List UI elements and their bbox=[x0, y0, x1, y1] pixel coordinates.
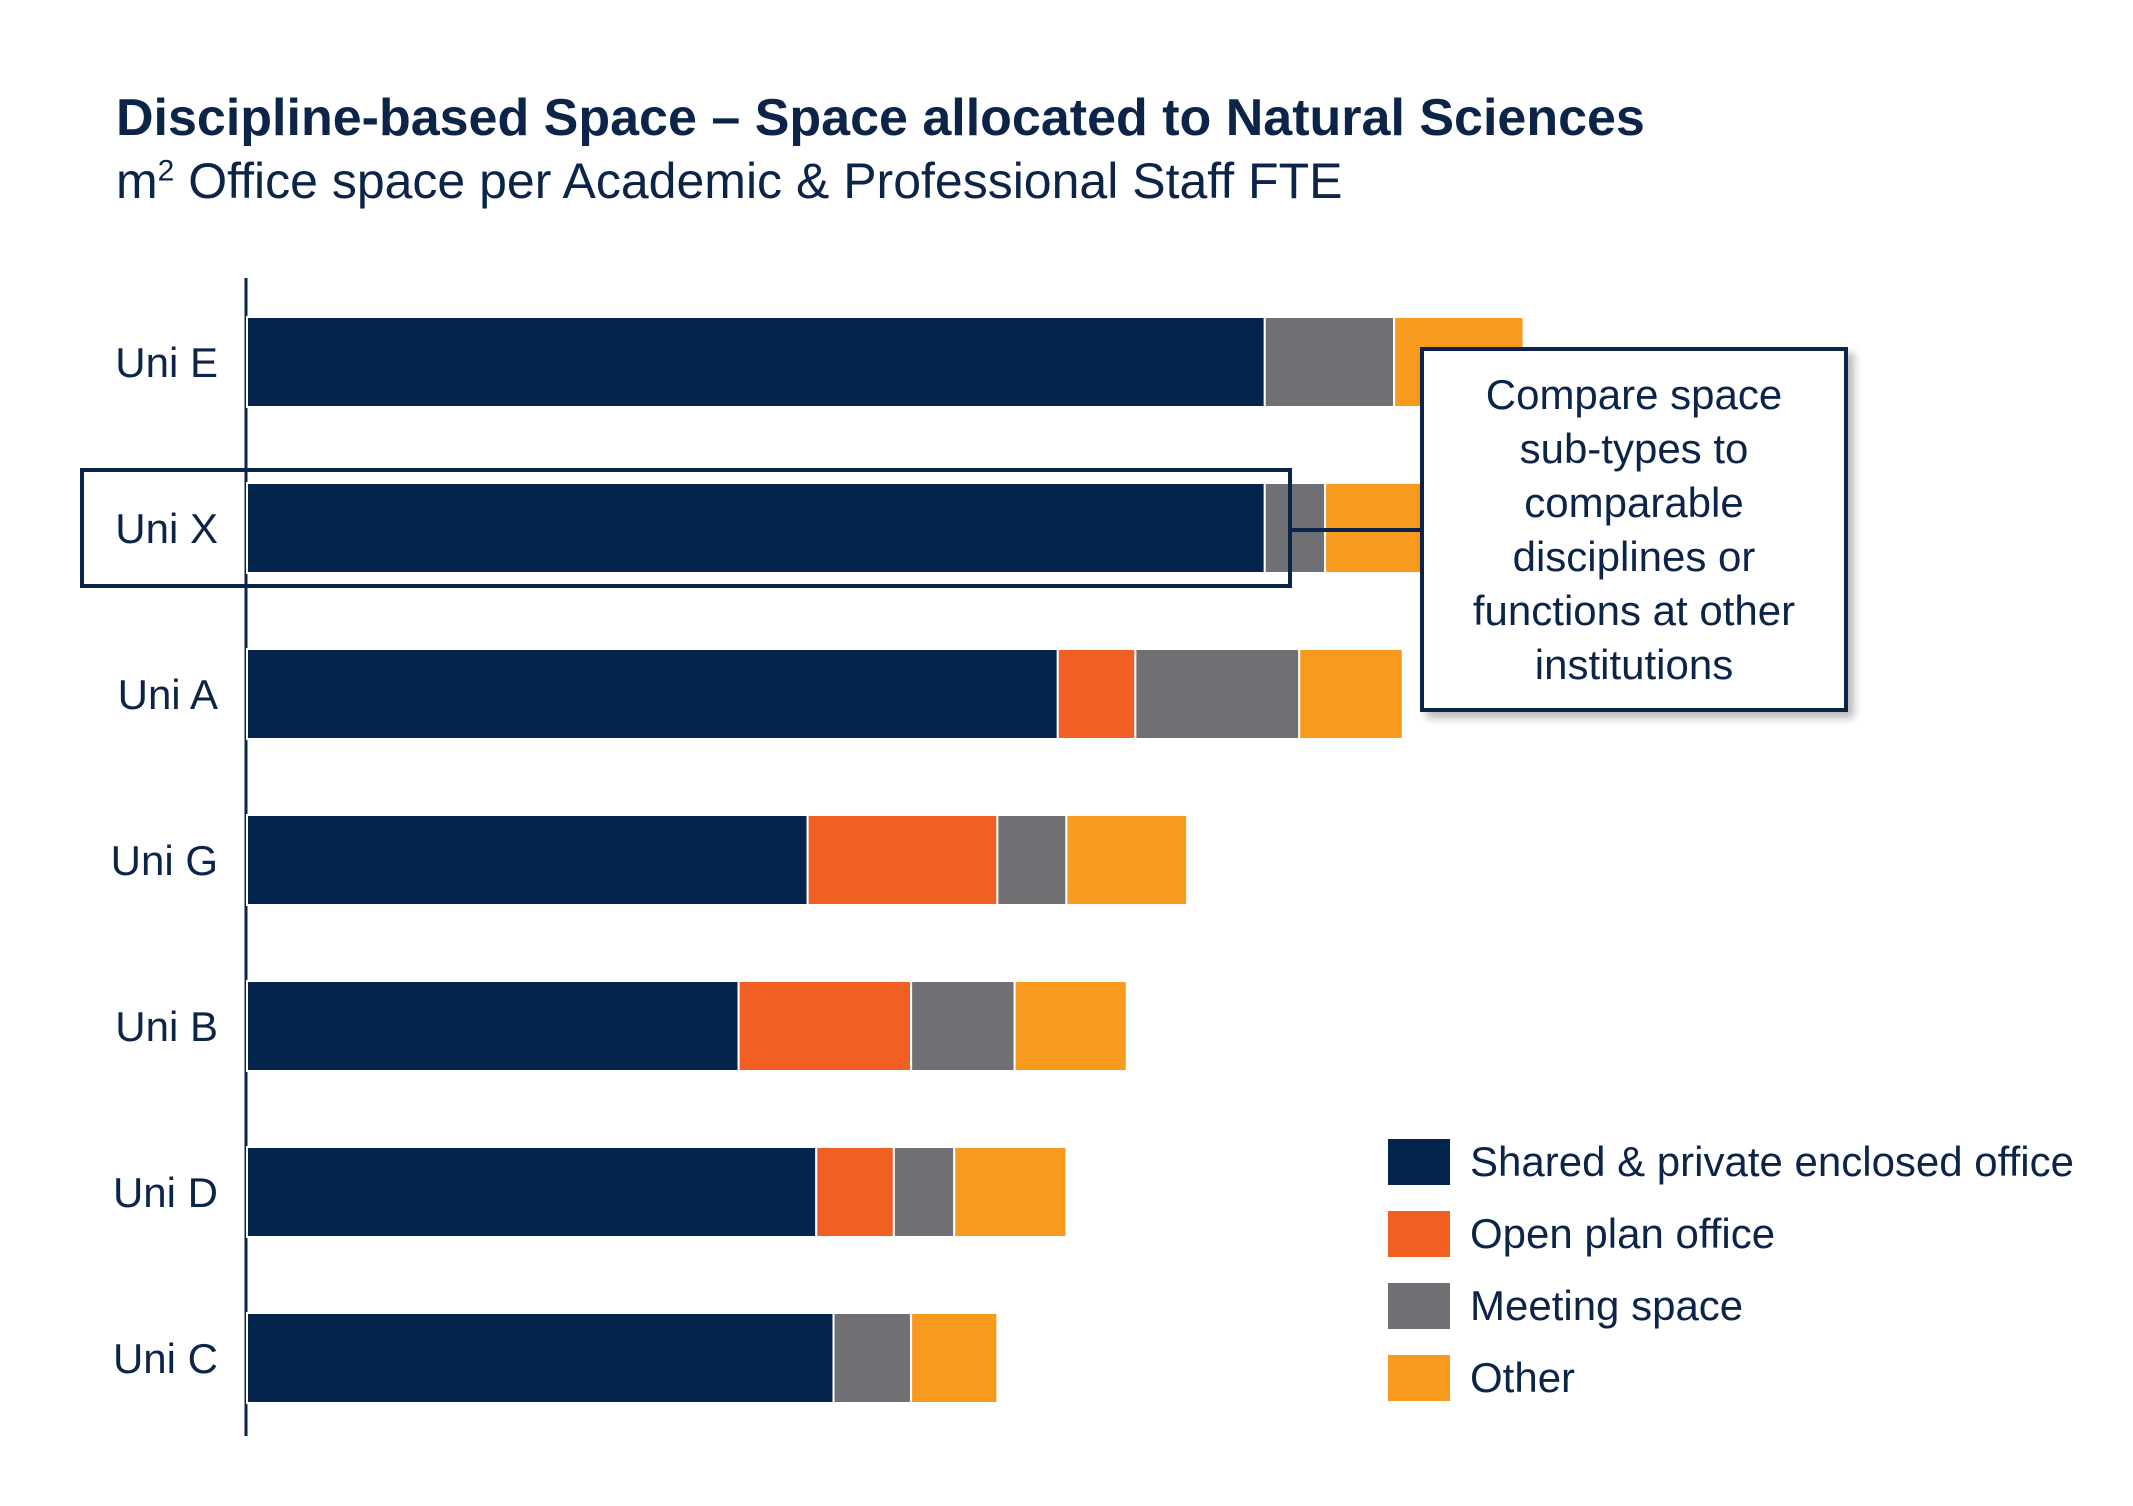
bar-uni-g-shared-and-private-enclosed-office bbox=[246, 814, 809, 906]
chart-subtitle: m2 Office space per Academic & Professio… bbox=[116, 152, 1342, 210]
chart-title: Discipline-based Space – Space allocated… bbox=[116, 89, 1645, 147]
category-label-uni-a: Uni A bbox=[118, 671, 218, 718]
subtitle-unit: m bbox=[116, 153, 158, 209]
subtitle-text: Office space per Academic & Professional… bbox=[174, 153, 1343, 209]
bar-uni-a-shared-and-private-enclosed-office bbox=[246, 648, 1059, 740]
bar-uni-a-meeting-space bbox=[1134, 648, 1301, 740]
bar-uni-d-other bbox=[953, 1146, 1068, 1238]
legend-label: Shared & private enclosed office bbox=[1470, 1138, 2074, 1185]
legend-swatch bbox=[1388, 1211, 1450, 1257]
bar-uni-b-open-plan-office bbox=[737, 980, 913, 1072]
subtitle-unit-exponent: 2 bbox=[157, 154, 175, 188]
category-label-uni-d: Uni D bbox=[113, 1169, 218, 1216]
bar-uni-e-meeting-space bbox=[1263, 316, 1396, 408]
callout-text: Compare space sub-types to comparable di… bbox=[1472, 370, 1796, 688]
bar-uni-a-other bbox=[1298, 648, 1404, 740]
legend-item-other: Other bbox=[1388, 1342, 2074, 1414]
category-label-uni-c: Uni C bbox=[113, 1335, 218, 1382]
category-label-uni-b: Uni B bbox=[115, 1003, 218, 1050]
legend: Shared & private enclosed office Open pla… bbox=[1388, 1126, 2074, 1414]
bar-uni-d-open-plan-office bbox=[815, 1146, 895, 1238]
bar-uni-b-shared-and-private-enclosed-office bbox=[246, 980, 740, 1072]
bar-uni-g-meeting-space bbox=[996, 814, 1068, 906]
legend-item-open-plan-office: Open plan office bbox=[1388, 1198, 2074, 1270]
bar-uni-d-shared-and-private-enclosed-office bbox=[246, 1146, 818, 1238]
legend-swatch bbox=[1388, 1283, 1450, 1329]
legend-label: Other bbox=[1470, 1354, 1576, 1401]
bars-group bbox=[246, 316, 1525, 1404]
bar-uni-c-other bbox=[910, 1312, 999, 1404]
bar-uni-d-meeting-space bbox=[892, 1146, 956, 1238]
callout-box: Compare space sub-types to comparable di… bbox=[1420, 347, 1848, 712]
legend-item-shared-and-private-enclosed-office: Shared & private enclosed office bbox=[1388, 1126, 2074, 1198]
legend-label: Open plan office bbox=[1470, 1210, 1776, 1257]
category-label-uni-e: Uni E bbox=[115, 339, 218, 386]
bar-uni-c-meeting-space bbox=[832, 1312, 913, 1404]
category-labels: Uni E Uni X Uni A Uni G Uni B Uni D Uni C bbox=[111, 339, 218, 1382]
bar-uni-a-open-plan-office bbox=[1056, 648, 1137, 740]
bar-uni-x-shared-and-private-enclosed-office bbox=[246, 482, 1266, 574]
bar-uni-g-open-plan-office bbox=[806, 814, 999, 906]
bar-uni-b-other bbox=[1013, 980, 1128, 1072]
category-label-uni-x: Uni X bbox=[115, 505, 218, 552]
legend-swatch bbox=[1388, 1355, 1450, 1401]
category-label-uni-g: Uni G bbox=[111, 837, 218, 884]
bar-uni-b-meeting-space bbox=[910, 980, 1016, 1072]
bar-uni-g-other bbox=[1065, 814, 1189, 906]
bar-uni-e-shared-and-private-enclosed-office bbox=[246, 316, 1266, 408]
legend-swatch bbox=[1388, 1139, 1450, 1185]
legend-item-meeting-space: Meeting space bbox=[1388, 1270, 2074, 1342]
bar-uni-c-shared-and-private-enclosed-office bbox=[246, 1312, 835, 1404]
legend-label: Meeting space bbox=[1470, 1282, 1744, 1329]
